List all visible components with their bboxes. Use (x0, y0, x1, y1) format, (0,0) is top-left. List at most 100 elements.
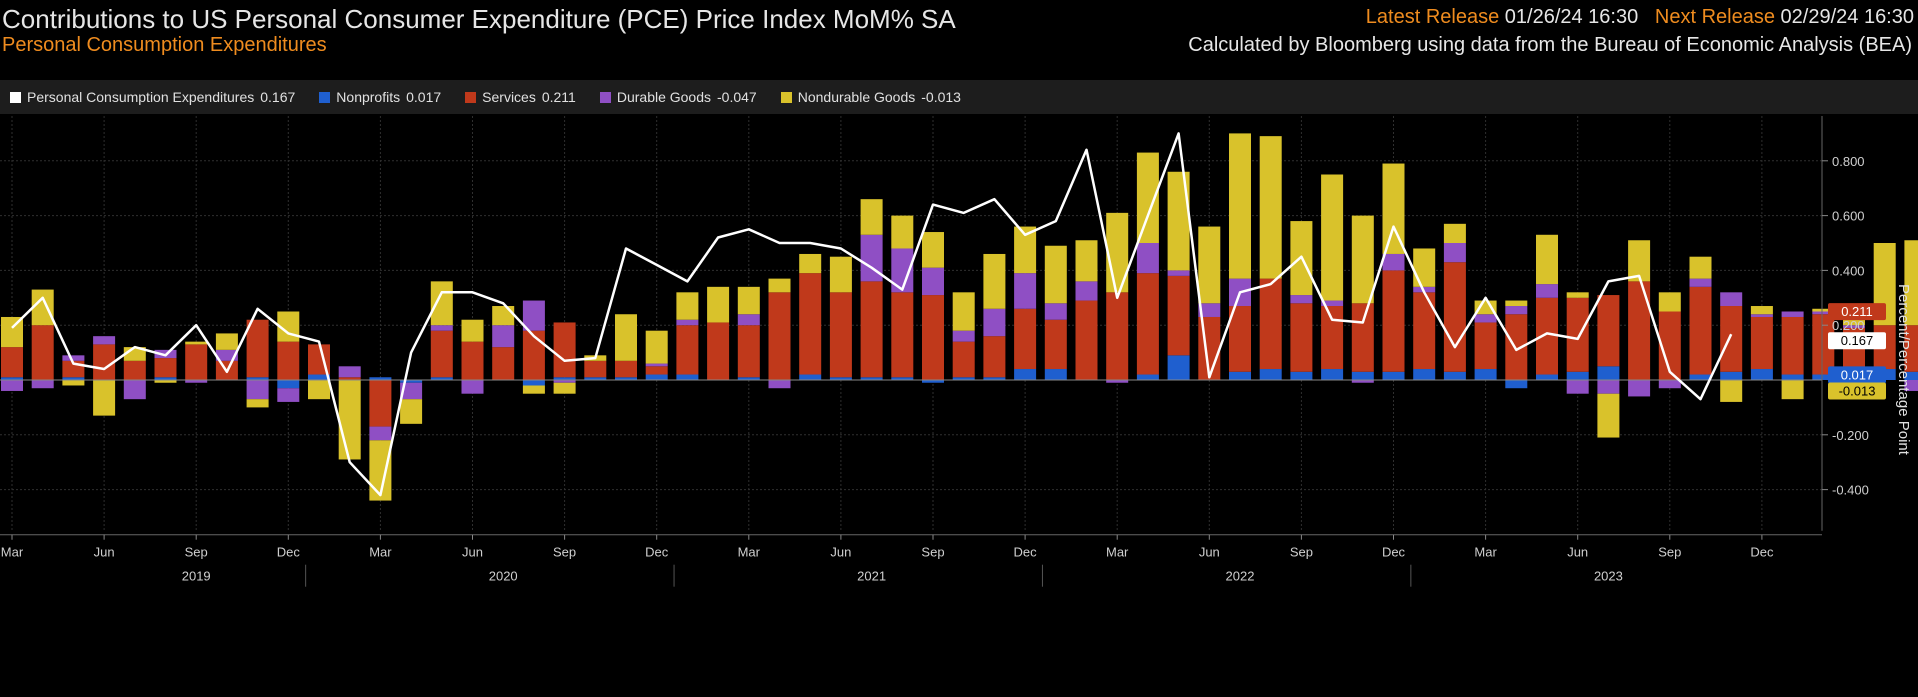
bar-nondurable-goods (430, 281, 453, 326)
bar-nondurable-goods (1351, 215, 1374, 304)
bar-services (1167, 275, 1190, 356)
bar-nonprofits (737, 377, 760, 380)
bar-durable-goods (1443, 243, 1466, 263)
bar-nondurable-goods (1136, 152, 1159, 243)
bar-durable-goods (952, 330, 975, 342)
x-year-label: 2021 (857, 569, 886, 584)
bar-durable-goods (1198, 303, 1221, 317)
bar-nondurable-goods (1597, 393, 1620, 438)
bar-durable-goods (93, 336, 116, 345)
x-tick-label: Jun (830, 545, 851, 560)
bar-services (1812, 314, 1835, 375)
bar-nondurable-goods (1259, 136, 1282, 279)
bar-durable-goods (1136, 243, 1159, 274)
legend-item-nondurable-goods[interactable]: Nondurable Goods -0.013 (771, 89, 961, 105)
bar-nonprofits (1, 377, 23, 380)
bar-nondurable-goods (707, 286, 730, 323)
legend-item-nonprofits[interactable]: Nonprofits 0.017 (309, 89, 441, 105)
bar-services (1229, 306, 1251, 372)
bar-services (522, 330, 545, 380)
bar-nonprofits (1413, 369, 1436, 380)
x-tick-label: Sep (921, 545, 944, 560)
bar-services (891, 292, 914, 378)
bar-services (1628, 281, 1651, 380)
legend-label-durable-goods: Durable Goods (616, 89, 712, 105)
bar-durable-goods (369, 426, 392, 441)
bar-nondurable-goods (461, 319, 484, 342)
legend-value-nondurable-goods: -0.013 (921, 89, 961, 105)
legend-label-nondurable-goods: Nondurable Goods (797, 89, 916, 105)
bar-nondurable-goods (1413, 248, 1436, 287)
bar-durable-goods (1720, 292, 1743, 307)
bar-services (983, 336, 1006, 378)
bar-nondurable-goods (1321, 174, 1344, 301)
last-value-box (1828, 382, 1886, 400)
bar-services (707, 322, 730, 380)
y-tick-label: 0.600 (1832, 209, 1865, 224)
x-tick-label: Jun (1199, 545, 1220, 560)
bar-durable-goods (1474, 314, 1497, 323)
bar-nondurable-goods (737, 286, 760, 315)
x-tick-label: Mar (1, 545, 24, 560)
bar-nondurable-goods (62, 380, 85, 386)
bar-services (553, 322, 576, 378)
bar-services (1597, 295, 1620, 367)
bar-nondurable-goods (1443, 223, 1466, 243)
bar-durable-goods (922, 267, 944, 296)
next-release-value: 02/29/24 16:30 (1780, 6, 1914, 28)
bar-nonprofits (1904, 371, 1918, 380)
x-tick-label: Jun (1567, 545, 1588, 560)
bar-durable-goods (400, 382, 423, 400)
bar-nondurable-goods (1812, 308, 1835, 312)
bar-nondurable-goods (338, 380, 361, 460)
bar-nondurable-goods (185, 341, 208, 345)
bar-nondurable-goods (922, 232, 944, 268)
bar-nonprofits (1505, 380, 1528, 389)
bar-nonprofits (1597, 366, 1620, 380)
legend-value-services: 0.211 (541, 89, 576, 105)
legend-value-durable-goods: -0.047 (717, 89, 757, 105)
bar-nonprofits (1014, 369, 1037, 380)
chart-plot: 1.0000.8000.6000.4000.200-0.200-0.400Per… (0, 116, 1918, 587)
legend-item-services[interactable]: Services 0.211 (455, 89, 576, 105)
bar-nonprofits (1689, 374, 1712, 380)
bar-nondurable-goods (522, 385, 545, 394)
bar-nonprofits (645, 374, 668, 380)
last-value-box (1828, 303, 1886, 321)
bar-services (1443, 262, 1466, 372)
bar-nonprofits (369, 377, 392, 380)
bar-services (338, 377, 361, 380)
bar-services (1781, 316, 1804, 375)
bar-durable-goods (430, 325, 453, 331)
bar-nonprofits (952, 377, 975, 380)
bar-nonprofits (676, 374, 699, 380)
bar-durable-goods (277, 388, 300, 402)
chart-subtitle: Personal Consumption Expenditures (2, 34, 327, 56)
legend-item-durable-goods[interactable]: Durable Goods -0.047 (590, 89, 757, 105)
bar-services (1075, 300, 1098, 380)
bar-durable-goods (1658, 380, 1681, 389)
x-tick-label: Dec (277, 545, 301, 560)
x-tick-label: Sep (185, 545, 208, 560)
bar-nonprofits (1136, 374, 1159, 380)
bar-services (860, 281, 883, 378)
bar-nondurable-goods (1628, 240, 1651, 282)
bar-durable-goods (1904, 380, 1918, 391)
bar-nondurable-goods (799, 253, 822, 274)
legend-swatch-durable-goods (599, 91, 611, 103)
legend-item-pce[interactable]: Personal Consumption Expenditures 0.167 (0, 89, 295, 105)
bar-services (584, 360, 607, 378)
bar-nonprofits (277, 380, 300, 389)
bar-nonprofits (615, 377, 637, 380)
bar-nondurable-goods (645, 330, 668, 364)
bar-nondurable-goods (1566, 292, 1589, 298)
bar-durable-goods (492, 325, 515, 348)
bar-nondurable-goods (768, 278, 791, 293)
bar-nondurable-goods (829, 256, 852, 293)
x-tick-label: Dec (645, 545, 669, 560)
bar-durable-goods (62, 355, 85, 361)
bar-nonprofits (1812, 374, 1835, 380)
chart-title: Contributions to US Personal Consumer Ex… (2, 4, 956, 34)
bar-nondurable-goods (1536, 234, 1558, 285)
bar-durable-goods (1167, 270, 1190, 276)
